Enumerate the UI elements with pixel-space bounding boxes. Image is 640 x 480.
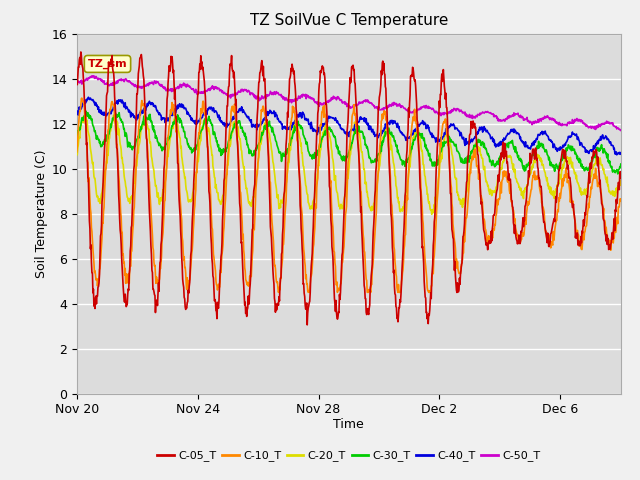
Legend: C-05_T, C-10_T, C-20_T, C-30_T, C-40_T, C-50_T: C-05_T, C-10_T, C-20_T, C-30_T, C-40_T, …	[152, 446, 545, 466]
Title: TZ SoilVue C Temperature: TZ SoilVue C Temperature	[250, 13, 448, 28]
X-axis label: Time: Time	[333, 418, 364, 431]
Text: TZ_sm: TZ_sm	[88, 59, 127, 69]
Y-axis label: Soil Temperature (C): Soil Temperature (C)	[35, 149, 49, 278]
